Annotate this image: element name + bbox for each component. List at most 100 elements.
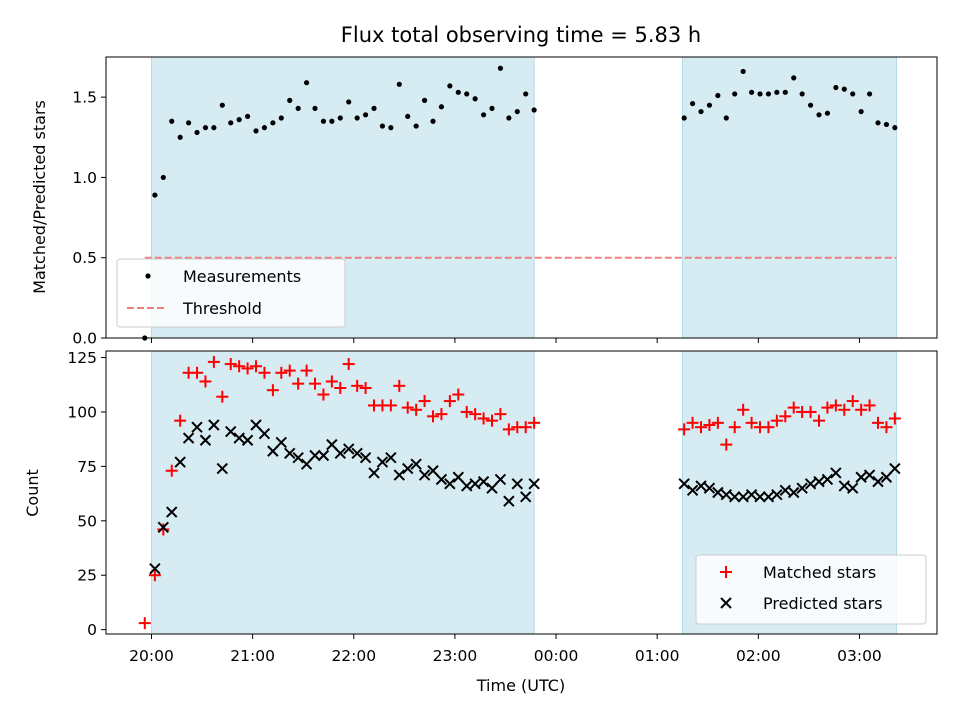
predicted-star-point: [292, 451, 304, 464]
matched-star-point: [838, 403, 851, 416]
x-tick-label: 23:00: [433, 647, 478, 665]
matched-star-point: [737, 403, 750, 416]
measurement-point: [757, 91, 763, 97]
measurement-point: [799, 91, 805, 97]
y-tick-label: 0.5: [72, 249, 97, 267]
top-x-ticks: [151, 338, 860, 343]
measurement-point: [236, 117, 242, 123]
matched-star-point: [165, 464, 178, 477]
measurement-point: [152, 192, 158, 198]
predicted-star-point: [359, 451, 372, 464]
predicted-star-point: [821, 473, 834, 486]
shaded-interval-2: [681, 56, 898, 339]
predicted-star-point: [250, 419, 262, 431]
matched-star-point: [770, 414, 783, 427]
measurement-point: [253, 128, 259, 134]
matched-star-point: [174, 414, 187, 427]
predicted-star-point: [343, 443, 355, 455]
legend-label-threshold: Threshold: [182, 299, 262, 318]
predicted-star-point: [461, 480, 473, 492]
bottom-legend: Matched stars Predicted stars: [695, 554, 927, 625]
predicted-star-point: [511, 478, 523, 490]
predicted-stars-series: [149, 419, 901, 575]
predicted-star-point: [796, 482, 808, 494]
predicted-star-point: [225, 425, 237, 438]
matched-stars-series: [138, 355, 901, 630]
matched-star-point: [720, 438, 733, 451]
measurement-point: [371, 105, 377, 111]
predicted-star-point: [830, 467, 842, 479]
measurement-point: [715, 92, 721, 99]
predicted-star-point: [317, 449, 330, 462]
measurement-point: [346, 99, 352, 105]
measurement-point: [858, 108, 864, 115]
legend-marker-measurements: [145, 273, 151, 279]
predicted-star-point: [889, 462, 901, 475]
predicted-star-point: [309, 449, 321, 462]
legend-label-predicted-stars: Predicted stars: [763, 594, 883, 613]
y-tick-label: 0.0: [72, 330, 97, 348]
measurement-point: [748, 89, 755, 95]
shaded-interval-1: [151, 350, 535, 635]
measurement-point: [185, 120, 192, 126]
predicted-star-point: [745, 488, 758, 501]
measurement-point: [841, 86, 847, 92]
measurement-point: [388, 125, 394, 131]
measurement-point: [732, 91, 738, 97]
matched-star-point: [779, 410, 792, 423]
predicted-star-point: [762, 491, 775, 503]
top-axes-frame: [105, 56, 938, 339]
measurement-point: [169, 118, 175, 124]
predicted-star-point: [233, 432, 245, 444]
measurement-point: [270, 120, 276, 126]
predicted-star-point: [351, 447, 363, 460]
measurement-point: [421, 97, 428, 103]
bottom-x-ticks: 20:00 21:00 22:00 23:00 00:00 01:00 02:00 03:00: [129, 634, 882, 665]
matched-star-point: [359, 382, 372, 395]
predicted-star-point: [427, 465, 439, 477]
predicted-star-point: [402, 462, 414, 475]
matched-star-point: [678, 423, 691, 436]
measurement-point: [211, 125, 217, 131]
predicted-star-point: [174, 456, 186, 468]
measurement-point: [875, 120, 881, 126]
measurement-point: [681, 115, 687, 121]
predicted-star-point: [695, 480, 707, 492]
measurement-point: [287, 97, 293, 103]
legend-label-matched-stars: Matched stars: [763, 563, 876, 582]
top-legend: Measurements Threshold: [116, 258, 346, 328]
predicted-star-point: [191, 421, 203, 433]
predicted-star-point: [754, 491, 766, 503]
matched-star-point: [888, 412, 901, 425]
x-axis-label: Time (UTC): [476, 676, 565, 695]
x-tick-label: 02:00: [736, 647, 781, 665]
predicted-star-point: [452, 471, 464, 483]
predicted-star-point: [241, 434, 254, 446]
matched-star-point: [292, 377, 305, 390]
measurement-point: [489, 105, 495, 111]
measurement-point: [765, 91, 772, 97]
legend-marker-predicted-stars: [720, 597, 732, 609]
measurement-point: [531, 107, 537, 113]
matched-star-point: [846, 395, 859, 408]
predicted-star-point: [477, 475, 490, 488]
measurement-point: [833, 84, 839, 91]
measurement-point: [177, 134, 183, 140]
matched-star-point: [477, 412, 490, 425]
predicted-star-point: [494, 473, 507, 486]
matched-star-point: [216, 390, 229, 403]
matched-star-point: [317, 388, 330, 401]
legend-marker-matched-stars: [720, 566, 732, 578]
predicted-star-point: [284, 447, 296, 460]
measurement-point: [850, 91, 856, 97]
predicted-star-point: [469, 478, 481, 490]
predicted-star-point: [199, 434, 212, 446]
measurement-point: [430, 118, 436, 124]
matched-star-point: [880, 421, 893, 434]
matched-star-point: [138, 617, 151, 630]
predicted-star-point: [157, 521, 170, 534]
measurement-point: [723, 115, 729, 121]
measurement-point: [261, 125, 268, 131]
matched-star-point: [266, 384, 279, 397]
predicted-star-point: [267, 445, 279, 457]
